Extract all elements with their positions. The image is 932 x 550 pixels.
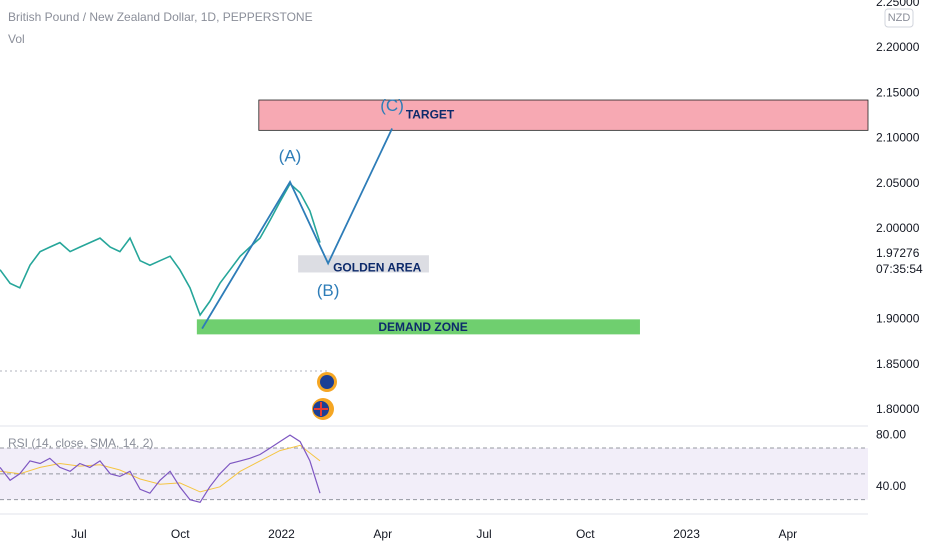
wave-line bbox=[201, 128, 393, 330]
y-tick-label: 1.80000 bbox=[876, 402, 920, 416]
flag-gbp-cross bbox=[314, 402, 328, 416]
wave-label: (C) bbox=[380, 96, 404, 115]
y-tick-label: 2.20000 bbox=[876, 40, 920, 54]
x-tick-label: Apr bbox=[778, 527, 797, 541]
x-tick-label: 2023 bbox=[673, 527, 700, 541]
y-tick-label: 2.00000 bbox=[876, 221, 920, 235]
currency-box[interactable] bbox=[884, 8, 914, 28]
flag-icons[interactable] bbox=[312, 372, 337, 420]
zone-label: TARGET bbox=[406, 107, 455, 121]
rsi-sma-line bbox=[0, 444, 321, 493]
zone bbox=[258, 99, 869, 131]
y-tick-label: 2.10000 bbox=[876, 131, 920, 145]
y-tick-label: 1.90000 bbox=[876, 312, 920, 326]
zone bbox=[196, 319, 640, 335]
chart-title: British Pound / New Zealand Dollar, 1D, … bbox=[8, 10, 313, 24]
price-line bbox=[0, 182, 321, 317]
wave-label: (A) bbox=[279, 146, 302, 165]
x-tick-label: Jul bbox=[476, 527, 491, 541]
x-tick-label: Jul bbox=[71, 527, 86, 541]
zone-label: DEMAND ZONE bbox=[378, 320, 467, 334]
countdown: 07:35:54 bbox=[876, 262, 923, 276]
flag-nzd-inner bbox=[320, 375, 334, 389]
wave-label: (B) bbox=[317, 281, 340, 300]
y-tick-label: 2.15000 bbox=[876, 85, 920, 99]
zone-label: GOLDEN AREA bbox=[333, 261, 422, 275]
x-tick-label: Oct bbox=[576, 527, 595, 541]
y-tick-label: 1.85000 bbox=[876, 357, 920, 371]
last-price-tag bbox=[868, 244, 932, 279]
volume-label: Vol bbox=[8, 32, 25, 46]
x-tick-label: 2022 bbox=[268, 527, 295, 541]
last-price: 1.97276 bbox=[876, 246, 920, 260]
y-tick-label: 2.25000 bbox=[876, 0, 920, 9]
rsi-line bbox=[0, 434, 321, 503]
y-tick-label: 40.00 bbox=[876, 479, 906, 493]
y-tick-label: 80.00 bbox=[876, 427, 906, 441]
y-tick-label: 2.05000 bbox=[876, 176, 920, 190]
rsi-title: RSI (14, close, SMA, 14, 2) bbox=[8, 436, 153, 450]
currency[interactable]: NZD bbox=[888, 12, 911, 24]
x-tick-label: Apr bbox=[373, 527, 392, 541]
x-tick-label: Oct bbox=[171, 527, 190, 541]
